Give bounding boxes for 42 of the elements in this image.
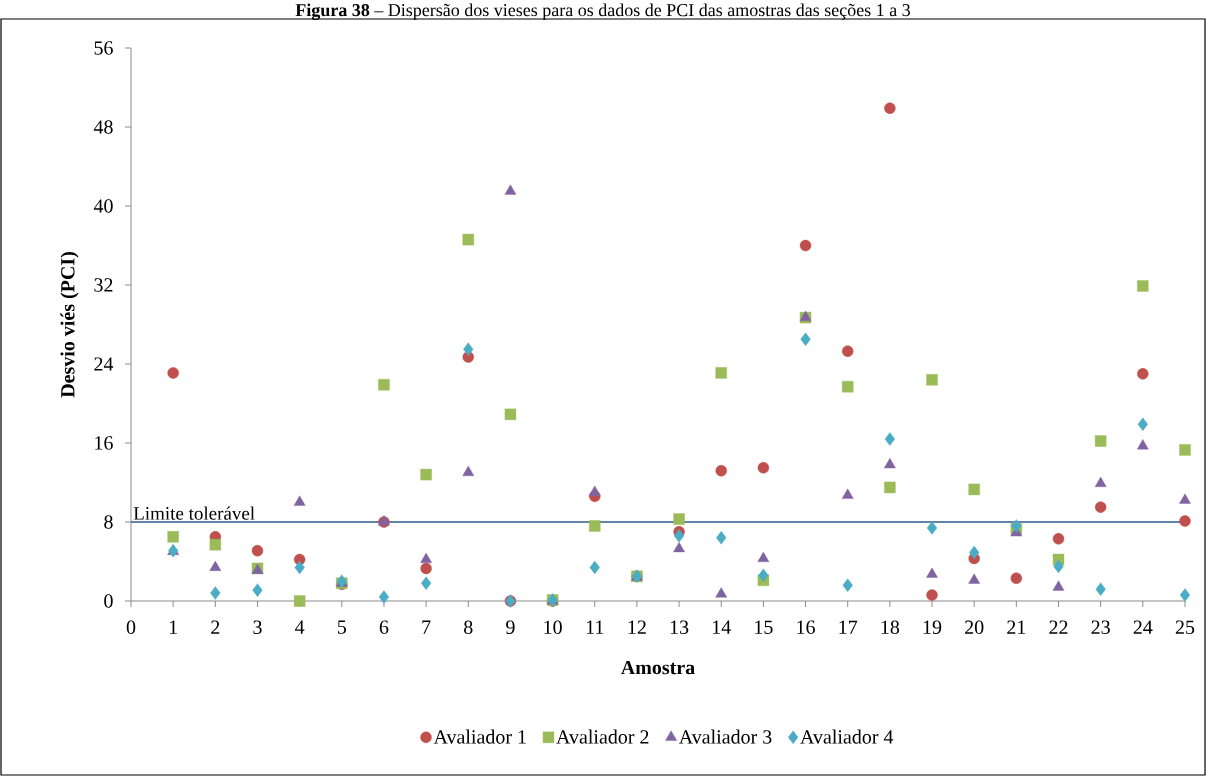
x-tick-label: 1 xyxy=(169,620,177,634)
x-tick-label: 9 xyxy=(506,620,515,634)
x-tick-label: 6 xyxy=(379,620,389,634)
legend-label: Avaliador 1 xyxy=(433,729,526,744)
x-tick-label: 23 xyxy=(1091,620,1110,634)
x-tick-label: 20 xyxy=(965,620,984,635)
x-tick-label: 25 xyxy=(1175,620,1195,634)
x-tick-label: 13 xyxy=(670,620,689,634)
x-tick-label: 8 xyxy=(464,620,473,635)
x-tick-label: 2 xyxy=(211,620,220,634)
x-axis-title: Amostra xyxy=(620,660,695,675)
ref-line-label: Limite tolerável xyxy=(133,506,255,520)
x-tick-label: 19 xyxy=(923,620,942,634)
x-tick-label: 5 xyxy=(337,620,347,634)
x-tick-label: 4 xyxy=(295,620,305,634)
x-tick-label: 24 xyxy=(1133,620,1153,634)
x-tick-label: 17 xyxy=(839,620,858,634)
x-tick-label: 7 xyxy=(422,620,431,634)
legend-label: Avaliador 4 xyxy=(800,729,894,744)
chart-title: Figura 38 – Dispersão dos vieses para os dados de PCI das amostras das seções 1 a 3 xyxy=(295,3,910,20)
y-tick-label: 0 xyxy=(104,594,113,608)
y-tick-label: 8 xyxy=(104,515,113,529)
y-tick-label: 40 xyxy=(93,199,113,213)
y-tick-label: 56 xyxy=(94,41,113,55)
x-tick-label: 15 xyxy=(755,620,773,634)
y-tick-label: 32 xyxy=(94,278,113,292)
x-tick-label: 3 xyxy=(253,620,262,634)
legend-label: Avaliador 3 xyxy=(678,729,772,744)
y-tick-label: 48 xyxy=(93,120,113,134)
y-tick-label: 16 xyxy=(95,436,113,450)
x-tick-label: 18 xyxy=(881,620,900,635)
x-tick-label: 12 xyxy=(628,620,646,634)
x-tick-label: 14 xyxy=(712,620,731,634)
x-tick-label: 16 xyxy=(797,620,815,634)
legend-label: Avaliador 2 xyxy=(556,729,649,744)
y-tick-label: 24 xyxy=(94,357,114,371)
x-tick-label: 0 xyxy=(126,620,136,635)
x-tick-label: 11 xyxy=(586,620,604,634)
x-tick-label: 22 xyxy=(1049,620,1068,634)
x-tick-label: 21 xyxy=(1007,620,1026,634)
y-axis-title: Desvio viés (PCI) xyxy=(60,252,79,398)
x-tick-label: 10 xyxy=(544,620,562,635)
